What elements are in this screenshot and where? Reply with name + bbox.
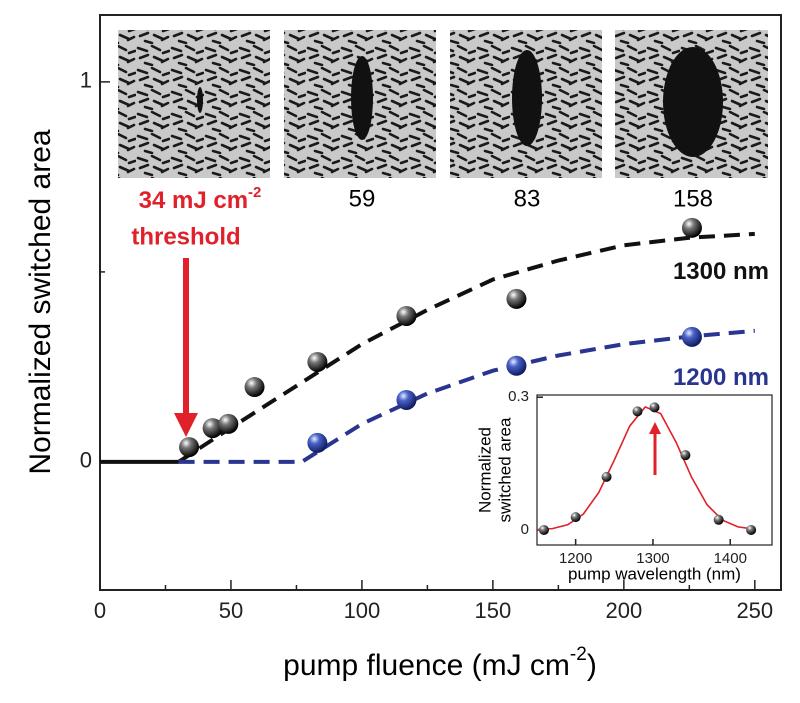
data-point xyxy=(601,471,612,482)
data-point xyxy=(506,355,527,376)
plot-frame xyxy=(99,14,782,591)
fit-curve xyxy=(177,231,755,464)
x-tick-label: 1200 xyxy=(559,550,592,567)
x-label-sup: -2 xyxy=(570,644,587,665)
threshold-sup: -2 xyxy=(248,184,261,201)
switched-region xyxy=(351,56,373,140)
data-point xyxy=(681,217,702,238)
switched-region xyxy=(512,50,542,146)
x-tick-label: 1400 xyxy=(714,550,747,567)
data-point xyxy=(506,288,527,309)
y-tick-label: 1 xyxy=(80,68,92,93)
data-point xyxy=(681,326,702,347)
series-label: 1200 nm xyxy=(673,364,769,391)
inset-y-label: switched area xyxy=(495,417,514,522)
data-point xyxy=(632,406,643,417)
y-tick-label: 0 xyxy=(80,448,92,473)
inset-x-label: pump wavelength (nm) xyxy=(568,564,741,583)
x-tick-label: 0 xyxy=(94,598,106,623)
data-point xyxy=(202,418,223,439)
y-tick-label: 0 xyxy=(521,521,529,538)
switched-region xyxy=(663,47,723,157)
image-label: 59 xyxy=(349,185,376,212)
x-axis-label: pump fluence (mJ cm-2) xyxy=(283,644,597,682)
domain-images xyxy=(118,30,768,178)
data-point xyxy=(179,437,200,458)
data-point xyxy=(570,512,581,523)
data-point xyxy=(396,305,417,326)
data-point xyxy=(649,402,660,413)
data-point xyxy=(218,413,239,434)
threshold-label: threshold xyxy=(131,223,240,250)
data-point xyxy=(244,377,265,398)
data-point xyxy=(680,450,691,461)
fit-curve xyxy=(178,328,755,464)
x-label-end: ) xyxy=(587,649,597,682)
data-point xyxy=(396,389,417,410)
x-tick-label: 50 xyxy=(219,598,243,623)
series-label: 1300 nm xyxy=(673,258,769,285)
x-tick-label: 250 xyxy=(736,598,773,623)
threshold-text: 34 mJ cm xyxy=(139,187,248,214)
image-label: 83 xyxy=(514,185,541,212)
inset-y-label: Normalized xyxy=(475,427,494,513)
data-point xyxy=(538,524,549,535)
x-tick-label: 150 xyxy=(475,598,512,623)
data-point xyxy=(713,514,724,525)
x-tick-label: 200 xyxy=(605,598,642,623)
data-point xyxy=(307,351,328,372)
image-label: 158 xyxy=(673,185,713,212)
y-tick-label: 0.3 xyxy=(508,388,529,405)
x-label-text: pump fluence (mJ cm xyxy=(283,649,570,682)
x-tick-label: 1300 xyxy=(636,550,669,567)
threshold-label: 34 mJ cm-2 xyxy=(139,184,262,214)
domain-image xyxy=(118,30,270,178)
switched-region xyxy=(197,87,203,113)
x-tick-label: 100 xyxy=(344,598,381,623)
data-point xyxy=(746,524,757,535)
data-point xyxy=(307,432,328,453)
y-axis-label: Normalized switched area xyxy=(24,129,57,474)
